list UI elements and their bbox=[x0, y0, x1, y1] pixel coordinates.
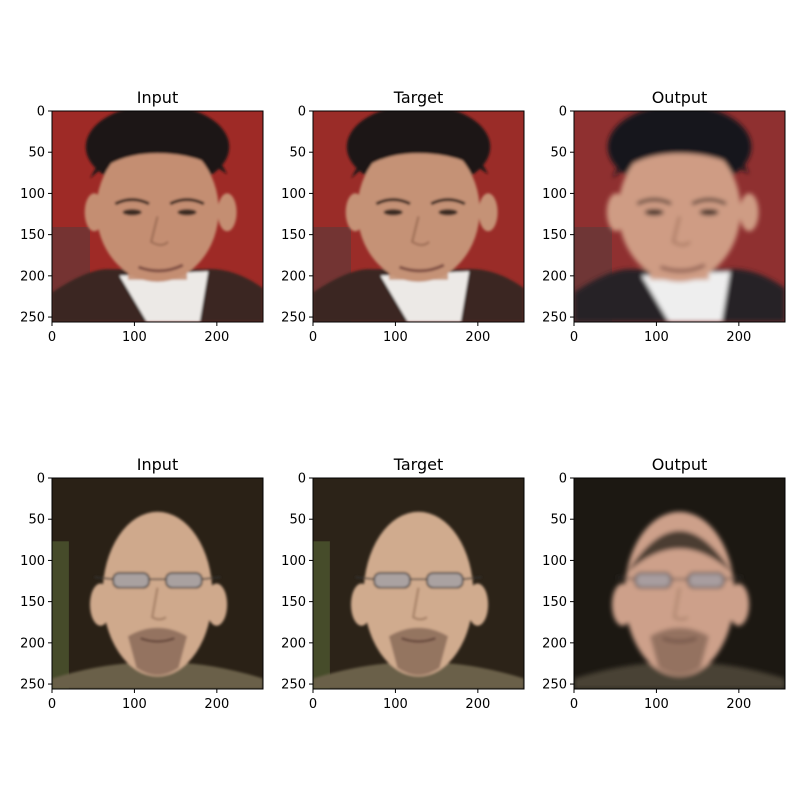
axes-title: Input bbox=[137, 88, 178, 107]
shirt bbox=[641, 271, 731, 322]
y-tick-label: 0 bbox=[298, 105, 306, 120]
y-tick-label: 50 bbox=[550, 146, 567, 161]
y-tick-label: 100 bbox=[542, 554, 567, 569]
y-tick-label: 50 bbox=[550, 513, 567, 528]
axes-title: Target bbox=[393, 455, 444, 474]
x-tick-label: 100 bbox=[122, 697, 147, 712]
axes-frame bbox=[573, 477, 786, 690]
axes-title: Target bbox=[393, 88, 444, 107]
x-tick-label: 0 bbox=[309, 330, 317, 345]
x-tick-label: 0 bbox=[48, 697, 56, 712]
axes-frame bbox=[312, 477, 525, 690]
y-tick-label: 50 bbox=[28, 513, 45, 528]
face-image bbox=[574, 478, 785, 689]
x-tick-label: 200 bbox=[726, 330, 751, 345]
x-tick-label: 100 bbox=[383, 697, 408, 712]
face-image bbox=[52, 478, 263, 689]
x-tick-label: 200 bbox=[465, 697, 490, 712]
y-tick-label: 0 bbox=[559, 472, 567, 487]
y-tick-label: 200 bbox=[542, 269, 567, 284]
panel-input-1: Input 0 100 200 0 50 100 150 200 250 bbox=[20, 88, 264, 345]
y-tick-label: 200 bbox=[281, 636, 306, 651]
y-tick-label: 100 bbox=[281, 187, 306, 202]
x-tick-label: 200 bbox=[204, 330, 229, 345]
y-tick-label: 50 bbox=[289, 513, 306, 528]
face-image bbox=[574, 111, 785, 322]
face-image bbox=[52, 111, 263, 322]
x-tick-label: 200 bbox=[465, 330, 490, 345]
x-tick-label: 200 bbox=[726, 697, 751, 712]
axes-title: Output bbox=[652, 88, 708, 107]
panel-target-1: Target 0 100 200 0 50 100 150 200 250 bbox=[281, 88, 525, 345]
x-tick-label: 100 bbox=[644, 697, 669, 712]
y-tick-label: 250 bbox=[542, 678, 567, 693]
y-tick-label: 150 bbox=[281, 595, 306, 610]
x-tick-label: 200 bbox=[204, 697, 229, 712]
axes-title: Output bbox=[652, 455, 708, 474]
y-tick-label: 250 bbox=[20, 678, 45, 693]
y-tick-label: 250 bbox=[281, 678, 306, 693]
y-tick-label: 200 bbox=[20, 636, 45, 651]
face-image bbox=[313, 478, 524, 689]
face bbox=[357, 138, 480, 282]
y-tick-label: 50 bbox=[289, 146, 306, 161]
shirt bbox=[380, 271, 470, 322]
y-tick-label: 150 bbox=[281, 228, 306, 243]
goatee bbox=[649, 627, 710, 676]
shirt bbox=[119, 271, 209, 322]
panel-output-1: Output 0 100 200 0 50 100 150 200 250 bbox=[542, 88, 786, 345]
glasses-left-lens bbox=[373, 572, 411, 589]
glasses-left-lens bbox=[634, 572, 672, 589]
panel-output-2: Output 0 100 200 0 50 100 150 200 250 bbox=[542, 455, 786, 712]
x-tick-label: 0 bbox=[570, 697, 578, 712]
y-tick-label: 250 bbox=[542, 311, 567, 326]
axes-frame bbox=[312, 110, 525, 323]
y-tick-label: 150 bbox=[542, 595, 567, 610]
axes-frame bbox=[51, 110, 264, 323]
x-tick-label: 100 bbox=[122, 330, 147, 345]
x-tick-label: 0 bbox=[570, 330, 578, 345]
y-tick-label: 0 bbox=[37, 105, 45, 120]
x-tick-label: 0 bbox=[309, 697, 317, 712]
panel-input-2: Input 0 100 200 0 50 100 150 200 250 bbox=[20, 455, 264, 712]
goatee bbox=[388, 627, 449, 676]
face bbox=[618, 138, 741, 282]
goatee bbox=[127, 627, 188, 676]
axes-title: Input bbox=[137, 455, 178, 474]
axes-frame bbox=[51, 477, 264, 690]
y-tick-label: 150 bbox=[542, 228, 567, 243]
y-tick-label: 0 bbox=[298, 472, 306, 487]
y-tick-label: 100 bbox=[281, 554, 306, 569]
y-tick-label: 100 bbox=[20, 554, 45, 569]
x-tick-label: 0 bbox=[48, 330, 56, 345]
glasses-right-lens bbox=[165, 572, 203, 589]
y-tick-label: 200 bbox=[281, 269, 306, 284]
y-tick-label: 0 bbox=[37, 472, 45, 487]
y-tick-label: 150 bbox=[20, 228, 45, 243]
y-tick-label: 50 bbox=[28, 146, 45, 161]
face bbox=[96, 138, 219, 282]
y-tick-label: 200 bbox=[20, 269, 45, 284]
y-tick-label: 250 bbox=[20, 311, 45, 326]
y-tick-label: 100 bbox=[542, 187, 567, 202]
x-tick-label: 100 bbox=[644, 330, 669, 345]
y-tick-label: 200 bbox=[542, 636, 567, 651]
y-tick-label: 0 bbox=[559, 105, 567, 120]
glasses-left-lens bbox=[112, 572, 150, 589]
face-image bbox=[313, 111, 524, 322]
y-tick-label: 150 bbox=[20, 595, 45, 610]
glasses-right-lens bbox=[687, 572, 725, 589]
hair bbox=[626, 530, 733, 573]
y-tick-label: 100 bbox=[20, 187, 45, 202]
x-tick-label: 100 bbox=[383, 330, 408, 345]
axes-frame bbox=[573, 110, 786, 323]
panel-target-2: Target 0 100 200 0 50 100 150 200 250 bbox=[281, 455, 525, 712]
y-tick-label: 250 bbox=[281, 311, 306, 326]
glasses-right-lens bbox=[426, 572, 464, 589]
